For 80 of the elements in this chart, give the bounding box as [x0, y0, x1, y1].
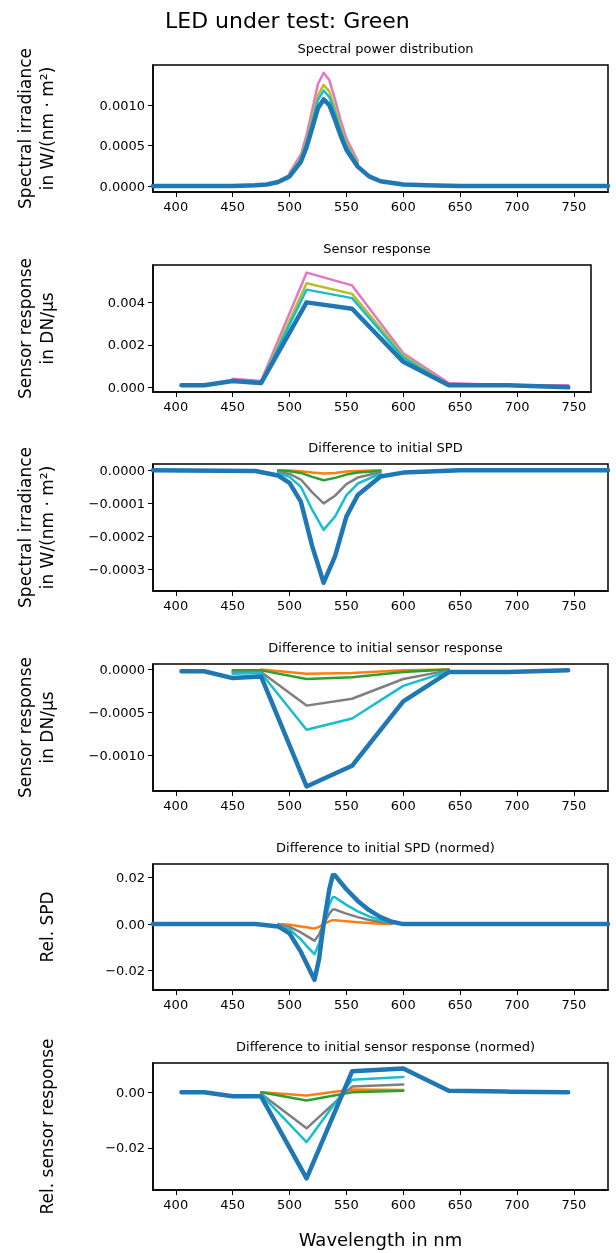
x-tick-label: 600 [390, 598, 416, 613]
x-tick-label: 650 [447, 798, 473, 813]
x-tick-label: 750 [561, 199, 587, 214]
chart-title: Difference to initial sensor response (normed) [236, 1039, 535, 1054]
y-tick-label: 0.0010 [99, 97, 145, 113]
x-tick-label: 600 [390, 199, 416, 214]
x-tick-label: 750 [561, 1197, 587, 1212]
chart-title: Difference to initial SPD (normed) [276, 840, 495, 855]
x-tick-label: 550 [333, 1197, 359, 1212]
chart-title: Difference to initial SPD [308, 440, 463, 455]
y-tick-label: −0.02 [105, 963, 145, 979]
x-tick-label: 400 [163, 399, 189, 414]
y-tick-label: −0.0010 [88, 747, 145, 763]
x-axis-title: Wavelength in nm [298, 1228, 463, 1250]
x-tick-label: 650 [447, 399, 473, 414]
y-tick-label: 0.000 [107, 379, 145, 395]
y-tick-label: −0.0003 [88, 562, 145, 577]
x-tick-label: 750 [561, 798, 587, 813]
y-tick-label: 0.0000 [99, 462, 145, 478]
x-tick-label: 700 [504, 997, 530, 1012]
chart-subtitle: Spectral power distribution [297, 41, 474, 56]
chart-title: Difference to initial sensor response [268, 640, 503, 655]
y-tick-label: 0.002 [107, 337, 145, 353]
x-tick-label: 550 [333, 399, 359, 414]
x-tick-label: 650 [447, 199, 473, 214]
x-tick-label: 500 [277, 199, 302, 214]
x-tick-label: 400 [163, 598, 189, 613]
y-axis-title: Spectral irradiance in W/(nm · m²) [15, 48, 57, 209]
x-tick-label: 550 [333, 598, 359, 613]
x-tick-label: 450 [220, 798, 246, 813]
x-tick-label: 500 [277, 997, 302, 1012]
x-tick-label: 600 [390, 997, 416, 1012]
y-tick-label: 0.0000 [99, 662, 145, 677]
x-tick-label: 600 [390, 399, 416, 414]
y-tick-label: −0.0001 [88, 495, 145, 511]
x-tick-label: 750 [561, 997, 587, 1012]
y-tick-label: −0.0002 [88, 528, 145, 544]
x-tick-label: 700 [504, 1197, 530, 1212]
y-tick-label: −0.02 [105, 1140, 145, 1156]
x-tick-label: 450 [220, 997, 246, 1012]
x-tick-label: 650 [447, 1197, 473, 1212]
x-tick-label: 700 [504, 399, 530, 414]
y-axis-title: Rel. sensor response [37, 1038, 57, 1215]
x-tick-label: 400 [163, 798, 189, 813]
y-tick-label: −0.0005 [88, 705, 145, 720]
x-tick-label: 450 [220, 199, 246, 214]
x-tick-label: 450 [220, 1197, 246, 1212]
y-tick-label: 0.02 [116, 870, 145, 886]
x-tick-label: 600 [390, 1197, 416, 1212]
y-tick-label: 0.00 [116, 1084, 145, 1100]
y-axis-title: Sensor response in DN/μs [15, 657, 57, 798]
x-tick-label: 750 [561, 399, 587, 414]
x-tick-label: 550 [333, 997, 359, 1012]
y-tick-label: 0.0000 [99, 178, 145, 194]
y-tick-label: 0.004 [107, 294, 145, 310]
x-tick-label: 450 [220, 399, 246, 414]
x-tick-label: 500 [277, 1197, 302, 1212]
x-tick-label: 400 [163, 199, 189, 214]
x-tick-label: 750 [561, 598, 587, 613]
x-tick-label: 600 [390, 798, 416, 813]
y-axis-title: Spectral irradiance in W/(nm · m²) [15, 447, 57, 608]
x-tick-label: 500 [277, 798, 302, 813]
y-tick-label: 0.00 [116, 916, 145, 932]
chart-title: LED under test: Green [165, 7, 410, 33]
x-tick-label: 550 [333, 798, 359, 813]
y-tick-label: 0.0005 [99, 138, 145, 154]
y-axis-title: Rel. SPD [37, 891, 57, 963]
x-tick-label: 400 [163, 1197, 189, 1212]
x-tick-label: 700 [504, 199, 530, 214]
x-tick-label: 700 [504, 798, 530, 813]
x-tick-label: 450 [220, 598, 246, 613]
x-tick-label: 550 [333, 199, 359, 214]
x-tick-label: 650 [447, 598, 473, 613]
x-tick-label: 700 [504, 598, 530, 613]
x-tick-label: 500 [277, 598, 302, 613]
chart-title: Sensor response [323, 241, 431, 256]
x-tick-label: 400 [163, 997, 189, 1012]
x-tick-label: 500 [277, 399, 302, 414]
y-axis-title: Sensor response in DN/μs [15, 258, 57, 399]
x-tick-label: 650 [447, 997, 473, 1012]
